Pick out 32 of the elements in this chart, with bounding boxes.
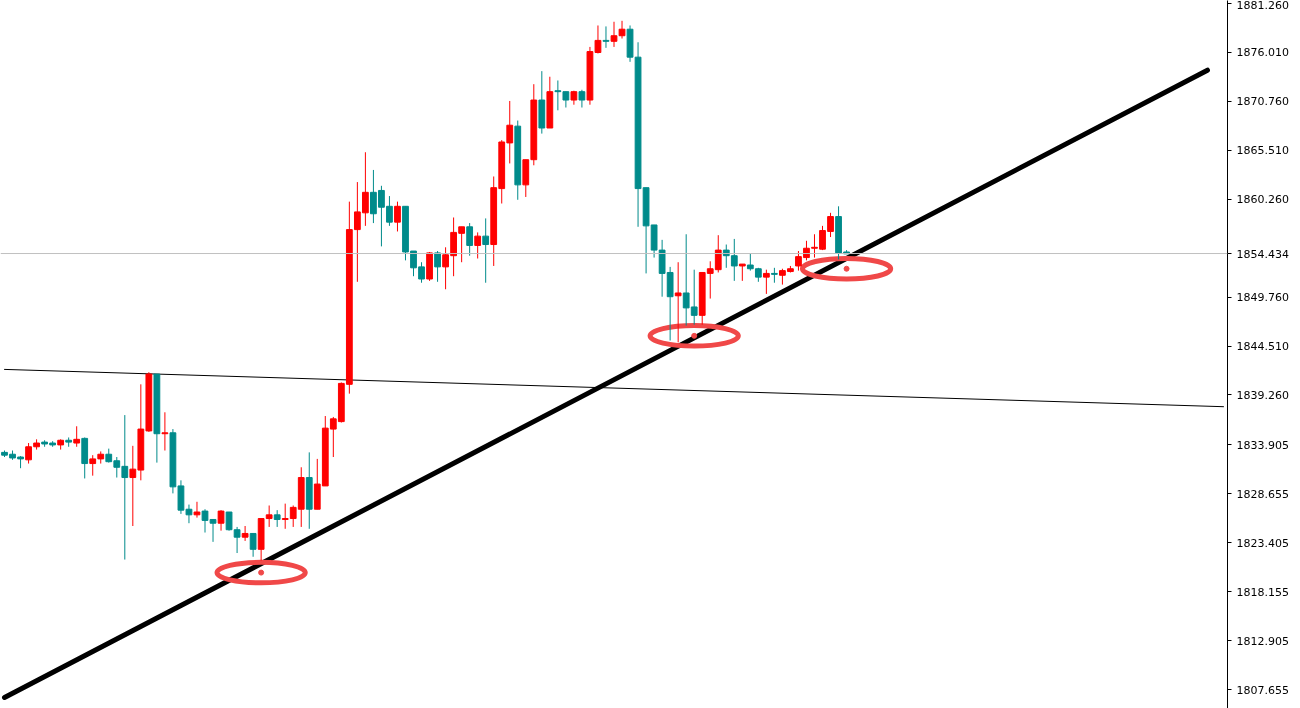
point [843, 265, 850, 272]
y-tick-label: 1839.260 [1236, 388, 1289, 402]
point [258, 569, 265, 576]
candlestick [161, 411, 169, 451]
point [691, 332, 698, 339]
y-tick-label: 1849.760 [1236, 291, 1289, 305]
candlestick [394, 201, 401, 232]
candlestick [241, 525, 249, 542]
y-tick-label: 1828.655 [1236, 487, 1289, 501]
candlestick [762, 269, 770, 295]
candlestick [474, 231, 482, 259]
candlestick [73, 425, 81, 448]
y-tick-label: 1823.405 [1236, 536, 1289, 550]
y-tick-label: 1860.260 [1236, 193, 1289, 207]
y-tick-label: 1812.905 [1236, 634, 1289, 648]
y-tick-label: 1865.510 [1236, 144, 1289, 158]
y-tick-label: 1870.760 [1236, 95, 1289, 109]
y-tick-label: 1876.010 [1236, 46, 1289, 60]
candlestick [482, 217, 490, 284]
y-tick-label: 1818.155 [1236, 585, 1289, 599]
y-tick-label: 1807.655 [1236, 683, 1289, 697]
candlestick [434, 250, 441, 283]
candlestick [249, 532, 257, 558]
ref-line-label: 1854.434 [1236, 247, 1289, 261]
candlestick [674, 261, 682, 343]
y-tick-label: 1833.905 [1236, 438, 1289, 452]
candlestick [217, 509, 225, 532]
y-tick-label: 1881.260 [1236, 0, 1289, 12]
candlestick [193, 501, 201, 519]
y-tick-label: 1844.510 [1236, 340, 1289, 354]
candlestick [466, 222, 474, 257]
candlestick [602, 25, 610, 49]
